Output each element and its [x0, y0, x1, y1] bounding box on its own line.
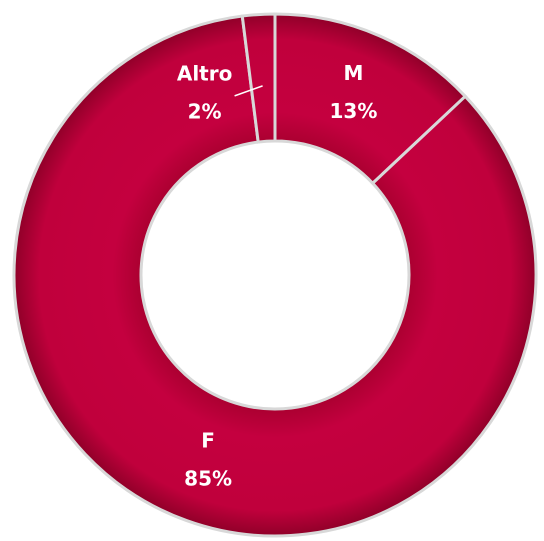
data-label-value: 2%	[188, 99, 222, 123]
donut-slice	[240, 12, 277, 144]
leader-line	[234, 85, 263, 97]
data-label-category: F	[201, 428, 215, 452]
data-label-category: M	[343, 61, 363, 85]
donut-slice	[12, 14, 538, 538]
data-label-category: Altro	[177, 61, 233, 85]
data-label-value: 13%	[329, 99, 377, 123]
data-label-value: 85%	[184, 466, 232, 490]
